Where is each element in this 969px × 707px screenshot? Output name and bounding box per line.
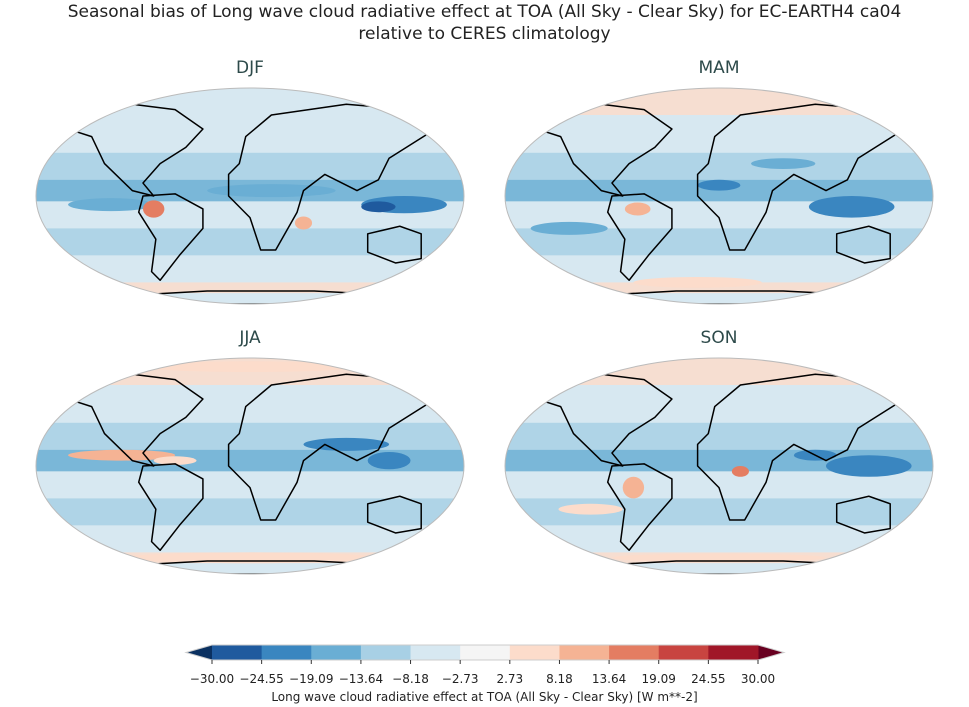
bias-region <box>558 503 623 515</box>
bias-region <box>697 179 741 191</box>
bias-band <box>505 293 933 304</box>
colorbar-tick-label: 30.00 <box>740 672 776 686</box>
bias-region <box>143 361 357 373</box>
coastline <box>536 373 673 467</box>
colorbar-segment <box>460 645 511 660</box>
colorbar-label: Long wave cloud radiative effect at TOA … <box>271 690 698 704</box>
colorbar <box>184 644 786 664</box>
coastline <box>137 193 204 281</box>
colorbar-segment <box>311 645 362 660</box>
bias-band <box>36 498 464 526</box>
map-border <box>35 357 465 575</box>
bias-region <box>731 466 749 477</box>
map-jja <box>35 357 465 575</box>
bias-region <box>624 202 651 216</box>
bias-band <box>36 525 464 553</box>
bias-region <box>808 196 895 218</box>
colorbar-tick-label: 24.55 <box>691 672 726 686</box>
bias-band <box>36 152 464 180</box>
bias-band <box>505 525 933 553</box>
colorbar-segment <box>609 645 660 660</box>
colorbar-segment <box>509 645 560 660</box>
bias-region <box>622 476 645 499</box>
colorbar-segment <box>559 645 610 660</box>
coastline <box>227 103 433 251</box>
colorbar-segment <box>708 645 759 660</box>
bias-region <box>153 456 197 465</box>
colorbar-over-extension <box>758 645 784 660</box>
map-mam <box>504 87 934 305</box>
bias-region <box>612 553 826 563</box>
panel-title-jja: JJA <box>239 328 261 348</box>
bias-band <box>36 293 464 304</box>
map-border <box>504 87 934 305</box>
bias-band <box>36 228 464 256</box>
bias-region <box>367 451 411 470</box>
colorbar-segment <box>360 645 412 660</box>
bias-band <box>36 255 464 283</box>
colorbar-tick-label: −30.00 <box>189 672 235 686</box>
bias-band <box>505 358 933 385</box>
colorbar-tick-label: 13.64 <box>591 672 627 686</box>
colorbar-tick-label: 2.73 <box>496 672 524 686</box>
colorbar-tick-label: 19.09 <box>641 672 676 686</box>
coastline <box>227 373 433 521</box>
coastline <box>696 373 902 521</box>
bias-region <box>361 201 396 213</box>
colorbar-tick-label: −8.18 <box>392 672 429 686</box>
bias-band <box>505 563 933 574</box>
panel-title-djf: DJF <box>236 58 264 78</box>
colorbar-tick-label: −24.55 <box>239 672 284 686</box>
figure-title: Seasonal bias of Long wave cloud radiati… <box>0 1 969 45</box>
map-border <box>35 87 465 305</box>
coastline <box>67 373 204 467</box>
colorbar-tick-label: 8.18 <box>546 672 573 686</box>
bias-region <box>207 184 336 198</box>
coastline <box>536 103 673 197</box>
panel-title-mam: MAM <box>698 58 740 78</box>
panel-title-son: SON <box>700 328 738 348</box>
coastline <box>137 463 204 551</box>
colorbar-tick-label: −13.64 <box>338 672 384 686</box>
bias-band <box>505 152 933 180</box>
bias-region <box>68 449 176 461</box>
bias-region <box>143 200 165 218</box>
colorbar-segment <box>261 645 312 660</box>
colorbar-segment <box>212 645 263 660</box>
colorbar-tick-label: −19.09 <box>289 672 334 686</box>
bias-band <box>36 471 464 499</box>
bias-band <box>36 422 464 450</box>
bias-region <box>303 437 390 451</box>
bias-band <box>505 422 933 450</box>
colorbar-tick-label: −2.73 <box>441 672 479 686</box>
colorbar-segment <box>658 645 709 660</box>
bias-band <box>505 88 933 115</box>
coastline <box>835 495 891 534</box>
bias-band <box>36 282 464 294</box>
bias-region <box>530 221 608 235</box>
coastline <box>606 193 673 281</box>
title-line-2: relative to CERES climatology <box>358 24 611 44</box>
coastline <box>696 103 902 251</box>
colorbar-under-extension <box>186 645 212 660</box>
map-border <box>504 357 934 575</box>
map-djf <box>35 87 465 305</box>
colorbar-segment <box>410 645 461 660</box>
coastline <box>67 103 204 197</box>
bias-region <box>826 455 912 477</box>
bias-region <box>294 216 313 230</box>
coastline <box>835 225 891 264</box>
bias-band <box>36 88 464 115</box>
title-line-1: Seasonal bias of Long wave cloud radiati… <box>67 2 902 22</box>
bias-band <box>36 563 464 574</box>
bias-region <box>633 277 762 288</box>
bias-region <box>751 158 816 170</box>
bias-region <box>68 198 154 212</box>
coastline <box>366 495 422 534</box>
coastline <box>366 225 422 264</box>
coastline <box>606 463 673 551</box>
map-son <box>504 357 934 575</box>
bias-band <box>505 282 933 294</box>
